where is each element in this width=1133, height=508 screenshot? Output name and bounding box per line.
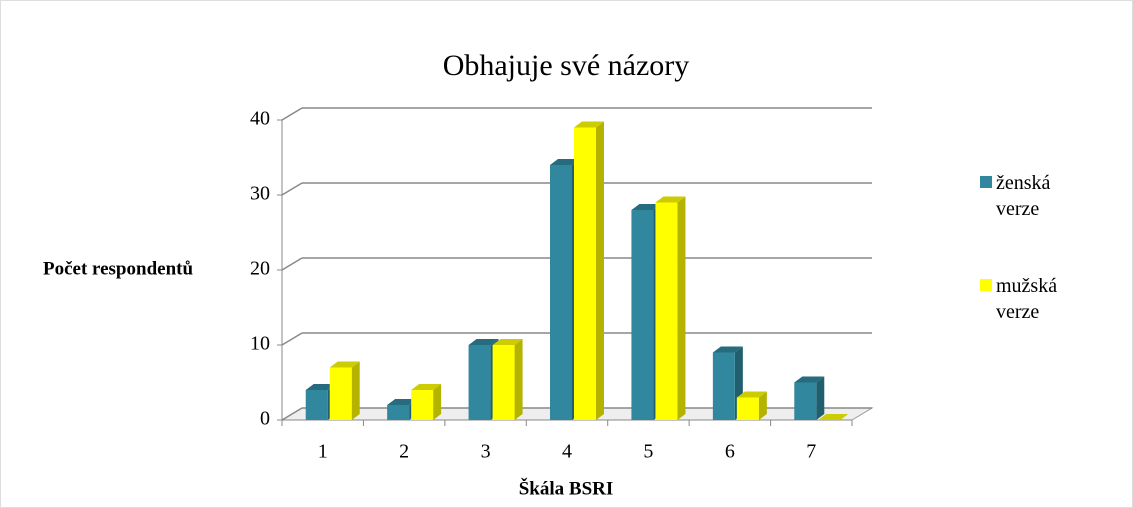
legend-swatch (980, 176, 992, 188)
x-tick-label: 7 (806, 441, 816, 463)
grid-line-side (281, 257, 303, 271)
bar-top (468, 339, 499, 345)
y-axis-label: Počet respondentů (43, 258, 193, 279)
bar (305, 390, 328, 420)
bar-top (305, 384, 336, 390)
chart-title: Obhajuje své názory (443, 49, 690, 82)
bar (794, 382, 817, 420)
x-tick-label: 2 (399, 441, 409, 463)
bar-top (574, 121, 604, 128)
x-tick-label: 5 (643, 441, 653, 463)
y-tick-label: 30 (250, 183, 270, 205)
x-tick-label: 6 (725, 441, 735, 463)
bar-top (550, 159, 580, 165)
bar-side (514, 339, 523, 420)
grid-line-side (281, 332, 303, 346)
x-tick-label: 3 (481, 441, 491, 463)
bar-top (712, 346, 743, 353)
bar-side (677, 196, 686, 420)
bar (655, 202, 678, 420)
bar-top (492, 339, 523, 345)
bar-top (655, 196, 686, 203)
y-tick-label: 20 (250, 258, 270, 280)
bar-top (631, 204, 662, 210)
grid-line-side (281, 107, 303, 121)
bar-side (433, 384, 442, 420)
x-tick-label: 1 (318, 441, 328, 463)
x-axis-label: Škála BSRI (519, 477, 614, 499)
bar (631, 210, 654, 420)
legend-label: ženská verze (996, 172, 1051, 220)
bar (736, 397, 759, 420)
legend-swatch (980, 279, 992, 291)
bar (387, 405, 410, 420)
grid-line-side (281, 407, 303, 421)
bar-top (818, 414, 849, 420)
bar-side (596, 121, 604, 420)
y-tick-label: 10 (250, 333, 270, 355)
y-tick-label: 0 (260, 408, 270, 430)
bar-top (329, 361, 360, 368)
bar-side (816, 376, 825, 420)
grid-line-side (281, 182, 303, 196)
bar (329, 367, 352, 420)
bar (411, 390, 434, 420)
legend-label: mužská verze (996, 275, 1058, 323)
bar (492, 345, 515, 420)
y-tick-label: 40 (250, 108, 270, 130)
bar-side (758, 391, 767, 420)
bar-top (736, 391, 767, 398)
bar-top (794, 376, 825, 383)
bar-top (387, 399, 418, 405)
bar (468, 345, 491, 420)
bar (550, 165, 572, 420)
bar-side (351, 361, 360, 420)
x-tick-label: 4 (562, 441, 572, 463)
bar (712, 352, 735, 420)
bar (574, 127, 596, 420)
bar-top (411, 384, 442, 390)
